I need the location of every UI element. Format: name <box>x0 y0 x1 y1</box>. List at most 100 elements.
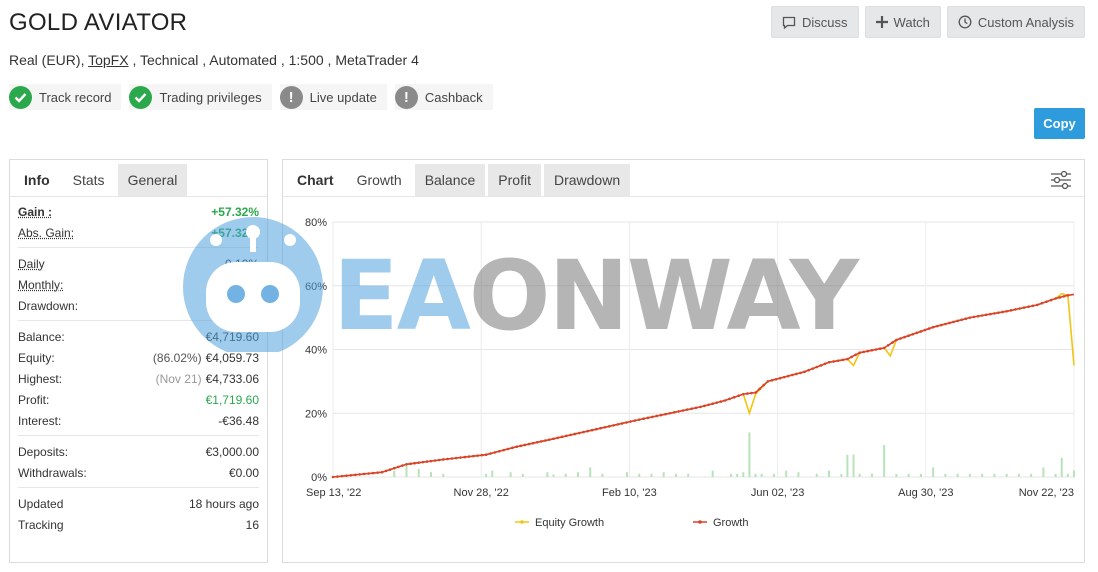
growth-point <box>433 459 437 462</box>
stat-label[interactable]: Daily <box>18 256 45 271</box>
growth-point <box>425 460 429 463</box>
growth-point <box>882 346 886 350</box>
growth-point <box>1058 296 1062 299</box>
volume-bar <box>736 473 739 477</box>
growth-point <box>1001 310 1004 314</box>
growth-point <box>543 439 547 442</box>
growth-point <box>527 442 531 446</box>
growth-point <box>907 334 910 337</box>
stat-label[interactable]: Monthly: <box>18 277 64 292</box>
growth-point <box>511 446 514 450</box>
volume-bar <box>797 472 800 477</box>
chart-panel: Chart Growth Balance Profit Drawdown 0% 2… <box>282 159 1085 563</box>
tab-stats[interactable]: Stats <box>62 164 115 196</box>
growth-point <box>476 454 479 457</box>
custom-analysis-button[interactable]: Custom Analysis <box>946 6 1085 38</box>
tab-drawdown[interactable]: Drawdown <box>543 164 631 196</box>
volume-bar <box>393 470 396 477</box>
growth-point <box>807 368 810 372</box>
growth-point <box>655 414 658 418</box>
stat-value: 0.10% <box>224 256 259 271</box>
growth-point <box>565 434 568 438</box>
stat-daily: Daily 0.10% <box>18 253 259 274</box>
stat-label: Withdrawals: <box>18 465 87 480</box>
stat-highest: Highest: (Nov 21) €4,733.06 <box>18 368 259 389</box>
growth-point <box>815 365 819 369</box>
copy-button[interactable]: Copy <box>1034 108 1085 139</box>
growth-point <box>976 314 980 318</box>
growth-point <box>799 371 802 375</box>
volume-bar <box>1030 473 1033 477</box>
stat-label[interactable]: Gain : <box>18 204 53 219</box>
tab-chart[interactable]: Chart <box>287 164 344 196</box>
growth-point <box>441 458 445 461</box>
growth-point <box>782 375 786 379</box>
stat-withdrawals: Withdrawals: €0.00 <box>18 462 259 483</box>
growth-point <box>984 313 988 317</box>
stats-list: Gain : +57.32% Abs. Gain: +57.32% Daily … <box>10 197 267 535</box>
stat-value: +57.32% <box>211 204 259 219</box>
growth-point <box>677 410 680 413</box>
growth-point <box>699 405 702 409</box>
stat-label: Updated <box>18 496 64 511</box>
growth-point <box>454 456 458 460</box>
growth-point <box>832 360 835 363</box>
stat-label[interactable]: Abs. Gain: <box>18 225 75 240</box>
stat-value: €1,719.60 <box>205 392 259 407</box>
tab-growth[interactable]: Growth <box>346 164 412 196</box>
x-tick-label: Sep 13, '22 <box>306 487 361 499</box>
growth-point <box>519 444 523 448</box>
growth-point <box>421 460 425 464</box>
growth-point <box>401 464 404 467</box>
growth-point <box>827 360 831 364</box>
tab-profit[interactable]: Profit <box>488 164 541 196</box>
growth-point <box>737 394 741 398</box>
tab-general[interactable]: General <box>117 164 188 196</box>
badge-trading-privileges: Trading privileges <box>129 84 272 110</box>
volume-bar <box>1054 473 1057 477</box>
growth-point <box>506 447 510 451</box>
volume-bar <box>828 470 831 477</box>
volume-bar <box>968 473 971 477</box>
stat-deposits: Deposits: €3,000.00 <box>18 441 259 462</box>
chart-settings-icon[interactable] <box>1050 170 1072 195</box>
growth-point <box>573 432 577 436</box>
growth-point <box>651 415 654 419</box>
discuss-button[interactable]: Discuss <box>771 6 859 38</box>
badge-label: Cashback <box>424 89 483 105</box>
growth-point <box>1049 298 1053 302</box>
volume-bar <box>552 474 555 477</box>
growth-point <box>811 367 815 370</box>
stat-interest: Interest: -€36.48 <box>18 410 259 431</box>
growth-point <box>1045 300 1048 303</box>
growth-point <box>340 474 344 478</box>
check-icon <box>9 85 32 109</box>
badge-label: Trading privileges <box>159 89 262 105</box>
growth-point <box>1054 297 1057 300</box>
growth-point <box>778 376 782 380</box>
stat-value: +57.32% <box>211 225 259 240</box>
growth-point <box>586 429 590 433</box>
stat-value: €4,719.60 <box>205 329 259 344</box>
stat-monthly: Monthly: 3.10% <box>18 274 259 295</box>
tab-info[interactable]: Info <box>14 164 60 196</box>
legend-label: Equity Growth <box>535 517 604 529</box>
volume-bar <box>650 473 653 477</box>
growth-point <box>672 411 676 414</box>
growth-point <box>790 373 794 377</box>
volume-bar <box>576 472 579 477</box>
growth-point <box>607 425 611 428</box>
growth-point <box>940 323 943 327</box>
broker-link[interactable]: TopFX <box>88 52 129 68</box>
growth-point <box>858 351 861 354</box>
volume-bar <box>625 472 628 477</box>
growth-point <box>633 419 637 422</box>
volume-bar <box>981 473 984 477</box>
divider <box>18 487 259 488</box>
watch-button[interactable]: Watch <box>864 6 941 38</box>
growth-point <box>980 314 984 317</box>
stat-value: 14.82% <box>218 298 259 313</box>
volume-bar <box>442 473 445 477</box>
tab-balance[interactable]: Balance <box>414 164 486 196</box>
chat-icon <box>782 16 796 29</box>
